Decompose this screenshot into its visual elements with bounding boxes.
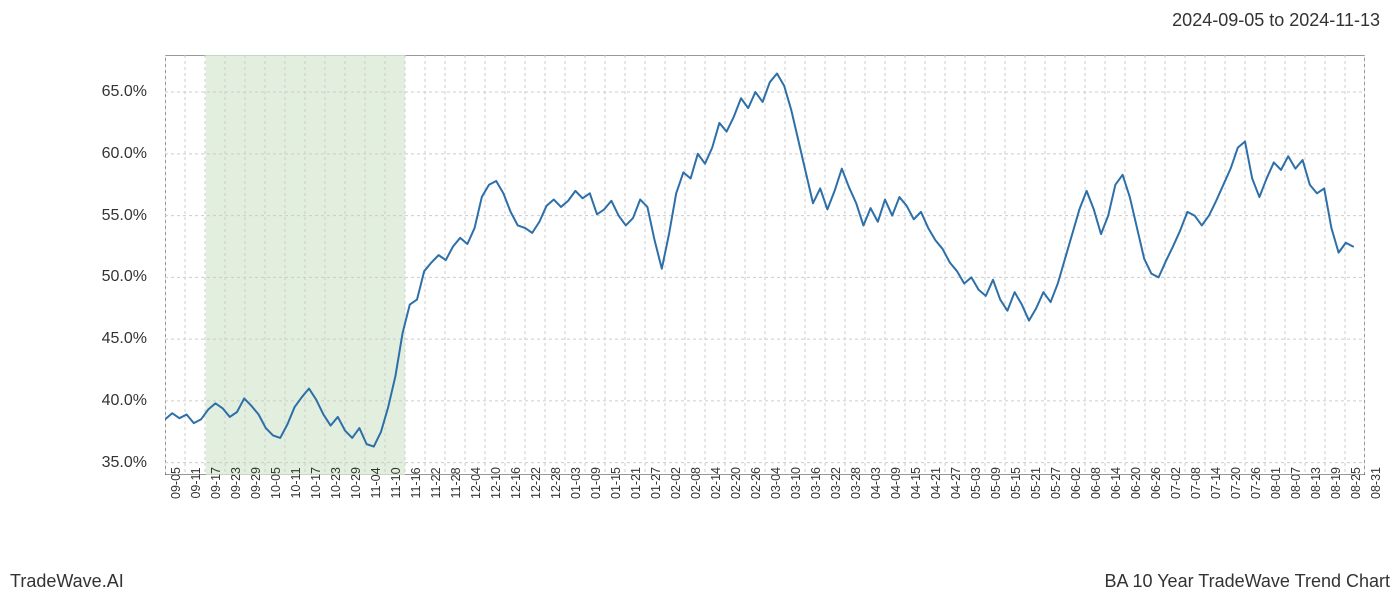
x-tick-label: 11-22 (429, 467, 443, 498)
x-tick-label: 07-02 (1169, 467, 1183, 499)
x-tick-label: 06-20 (1129, 467, 1143, 499)
y-tick-label: 55.0% (102, 207, 147, 225)
x-tick-label: 07-08 (1189, 467, 1203, 499)
x-tick-label: 02-20 (729, 467, 743, 499)
x-tick-label: 01-27 (649, 467, 663, 499)
x-tick-label: 09-17 (209, 467, 223, 499)
x-tick-label: 09-23 (229, 467, 243, 499)
x-tick-label: 10-17 (309, 467, 323, 499)
x-tick-label: 08-07 (1289, 467, 1303, 499)
x-tick-label: 10-11 (289, 467, 303, 498)
x-tick-label: 04-21 (929, 467, 943, 499)
x-tick-label: 10-29 (349, 467, 363, 499)
x-tick-label: 09-29 (249, 467, 263, 499)
x-tick-label: 08-01 (1269, 467, 1283, 499)
x-tick-label: 05-15 (1009, 467, 1023, 499)
x-tick-label: 08-31 (1369, 467, 1383, 499)
x-tick-label: 11-10 (389, 467, 403, 498)
footer-brand: TradeWave.AI (10, 571, 124, 592)
x-tick-label: 10-23 (329, 467, 343, 499)
x-tick-label: 02-14 (709, 467, 723, 499)
x-tick-label: 12-22 (529, 467, 543, 499)
y-tick-label: 50.0% (102, 268, 147, 286)
x-tick-label: 08-13 (1309, 467, 1323, 499)
y-axis: 35.0% 40.0% 45.0% 50.0% 55.0% 60.0% 65.0% (85, 55, 155, 475)
x-tick-label: 01-21 (629, 467, 643, 499)
x-tick-label: 11-16 (409, 467, 423, 498)
x-tick-label: 10-05 (269, 467, 283, 499)
x-tick-label: 03-28 (849, 467, 863, 499)
x-tick-label: 07-26 (1249, 467, 1263, 499)
x-tick-label: 11-04 (369, 467, 383, 498)
x-tick-label: 04-03 (869, 467, 883, 499)
x-tick-label: 08-25 (1349, 467, 1363, 499)
x-tick-label: 12-16 (509, 467, 523, 499)
x-tick-label: 04-15 (909, 467, 923, 499)
x-tick-label: 06-14 (1109, 467, 1123, 499)
y-tick-label: 35.0% (102, 454, 147, 472)
chart-container: 2024-09-05 to 2024-11-13 35.0% 40.0% 45.0%… (0, 0, 1400, 600)
x-tick-label: 04-27 (949, 467, 963, 499)
x-tick-label: 07-20 (1229, 467, 1243, 499)
x-tick-label: 06-02 (1069, 467, 1083, 499)
x-tick-label: 12-04 (469, 467, 483, 499)
x-tick-label: 09-11 (189, 467, 203, 498)
x-tick-label: 06-26 (1149, 467, 1163, 499)
x-tick-label: 06-08 (1089, 467, 1103, 499)
x-tick-label: 12-10 (489, 467, 503, 499)
x-tick-label: 05-09 (989, 467, 1003, 499)
x-tick-label: 03-16 (809, 467, 823, 499)
x-tick-label: 01-15 (609, 467, 623, 499)
chart-plot-area (165, 55, 1365, 475)
y-tick-label: 40.0% (102, 392, 147, 410)
footer-title: BA 10 Year TradeWave Trend Chart (1104, 571, 1390, 592)
x-tick-label: 01-09 (589, 467, 603, 499)
y-tick-label: 65.0% (102, 83, 147, 101)
x-tick-label: 03-22 (829, 467, 843, 499)
x-tick-label: 02-02 (669, 467, 683, 499)
chart-svg (165, 55, 1365, 475)
x-tick-label: 05-27 (1049, 467, 1063, 499)
x-tick-label: 07-14 (1209, 467, 1223, 499)
x-tick-label: 11-28 (449, 467, 463, 498)
x-tick-label: 05-03 (969, 467, 983, 499)
x-tick-label: 01-03 (569, 467, 583, 499)
x-tick-label: 04-09 (889, 467, 903, 499)
x-axis: 09-0509-1109-1709-2309-2910-0510-1110-17… (165, 478, 1365, 558)
x-tick-label: 02-08 (689, 467, 703, 499)
x-tick-label: 03-04 (769, 467, 783, 499)
y-tick-label: 45.0% (102, 330, 147, 348)
x-tick-label: 05-21 (1029, 467, 1043, 499)
date-range-label: 2024-09-05 to 2024-11-13 (1172, 10, 1380, 31)
x-tick-label: 09-05 (169, 467, 183, 499)
x-tick-label: 03-10 (789, 467, 803, 499)
x-tick-label: 08-19 (1329, 467, 1343, 499)
y-tick-label: 60.0% (102, 145, 147, 163)
x-tick-label: 12-28 (549, 467, 563, 499)
x-tick-label: 02-26 (749, 467, 763, 499)
